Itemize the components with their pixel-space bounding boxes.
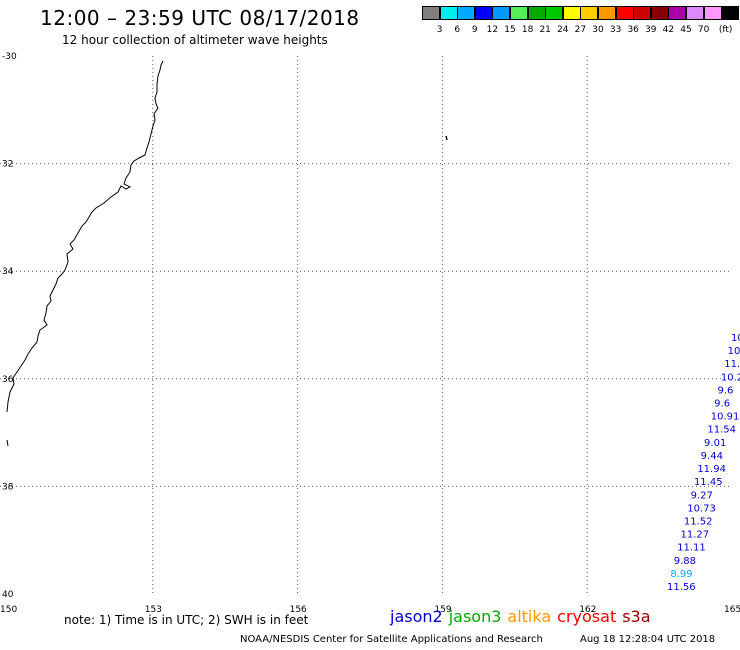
map-subtitle: 12 hour collection of altimeter wave hei… xyxy=(62,33,328,47)
legend-swatch xyxy=(650,6,669,20)
legend-swatch xyxy=(527,6,546,20)
satellite-legend: jason2 jason3 altika cryosat s3a xyxy=(390,607,657,626)
wave-height-label: 10.91 xyxy=(711,412,740,423)
legend-swatch xyxy=(615,6,634,20)
lat-tick-label: 40 xyxy=(2,590,14,600)
generation-timestamp: Aug 18 12:28:04 UTC 2018 xyxy=(580,634,716,645)
lat-tick-label: -30 xyxy=(2,52,17,62)
lat-tick-label: 36 xyxy=(2,375,14,385)
footer-note: note: 1) Time is in UTC; 2) SWH is in fe… xyxy=(64,613,309,627)
satellite-label-jason2: jason2 xyxy=(390,607,443,626)
wave-height-label: 11.11 xyxy=(677,543,706,554)
legend-swatch xyxy=(492,6,511,20)
wave-height-label: 9.6 xyxy=(714,399,730,410)
wave-height-label: 9.88 xyxy=(674,556,696,567)
legend-swatch xyxy=(703,6,722,20)
wave-height-label: 11.52 xyxy=(684,516,713,527)
legend-swatch xyxy=(721,6,740,20)
satellite-label-jason3: jason3 xyxy=(448,607,502,626)
legend-label: 15 xyxy=(504,25,516,35)
legend-swatch xyxy=(439,6,458,20)
legend-swatch xyxy=(686,6,704,20)
wave-height-label: 11.94 xyxy=(697,464,726,475)
legend-label: 39 xyxy=(645,25,657,35)
lon-tick-label: 159 xyxy=(434,605,451,615)
legend-label: 18 xyxy=(521,25,534,35)
wave-height-label: 9.27 xyxy=(691,490,713,501)
legend-label: 12 xyxy=(486,25,499,35)
legend-swatch xyxy=(668,6,687,20)
island-mark xyxy=(445,135,448,141)
wave-height-label: 9.44 xyxy=(701,451,723,462)
legend-label: 33 xyxy=(609,25,622,35)
wave-height-label: 10.2 xyxy=(721,372,740,383)
legend-swatch xyxy=(474,6,493,20)
wave-height-label: 10.73 xyxy=(687,503,716,514)
legend-swatch xyxy=(545,6,564,20)
legend-swatch xyxy=(598,6,616,20)
legend-label: 42 xyxy=(662,25,675,35)
wave-height-label: 10 xyxy=(731,333,740,344)
legend-label: 27 xyxy=(574,25,587,35)
satellite-label-altika: altika xyxy=(507,607,552,626)
wave-height-label: 11.56 xyxy=(667,582,696,593)
lat-tick-label: 34 xyxy=(2,267,14,277)
wave-height-label: 11. xyxy=(724,359,740,370)
legend-label: 45 xyxy=(680,25,692,35)
legend-swatch xyxy=(633,6,652,20)
legend-label: 30 xyxy=(592,25,604,35)
graticule-grid xyxy=(0,56,732,594)
wave-height-label: 11.54 xyxy=(707,425,736,436)
wave-height-label: 11.27 xyxy=(680,530,709,541)
lat-tick-label: 38 xyxy=(2,482,14,492)
lat-tick-label: 32 xyxy=(2,160,13,170)
legend-swatch xyxy=(510,6,528,20)
legend-label: 6 xyxy=(454,25,461,35)
legend-swatch xyxy=(580,6,599,20)
satellite-label-s3a: s3a xyxy=(622,607,651,626)
legend-label: 36 xyxy=(627,25,639,35)
wave-height-label: 9.6 xyxy=(718,385,734,396)
lon-tick-label: 150 xyxy=(0,605,17,615)
satellite-label-cryosat: cryosat xyxy=(557,607,617,626)
lon-tick-label: 162 xyxy=(579,605,596,615)
wave-height-label: 9.01 xyxy=(704,438,726,449)
legend-label: 3 xyxy=(436,25,443,35)
legend-label: 9 xyxy=(471,25,478,35)
axis-tick-labels: 150 153 156 159 162 165 -30 32 34 36 38 40 xyxy=(0,52,740,615)
coastline-fragment xyxy=(6,439,9,447)
legend-swatch xyxy=(562,6,581,20)
wave-height-label: 10 xyxy=(728,346,740,357)
lon-tick-label: 153 xyxy=(145,605,162,615)
legend-label: 21 xyxy=(539,25,551,35)
legend-unit: (ft) xyxy=(718,25,733,35)
credit-line: NOAA/NESDIS Center for Satellite Applica… xyxy=(240,634,543,645)
wave-height-observations: 10 10 11. 10.2 9.6 9.6 10.91 11.54 9.01 9.44 11.94… xyxy=(667,333,740,593)
lon-tick-label: 156 xyxy=(290,605,307,615)
legend-swatch xyxy=(422,6,440,20)
map-title: 12:00 – 23:59 UTC 08/17/2018 xyxy=(40,6,360,30)
coastline xyxy=(6,60,164,413)
wave-height-label: 11.45 xyxy=(694,477,723,488)
legend-swatch xyxy=(457,6,476,20)
legend-label: 70 xyxy=(697,25,710,35)
lon-tick-label: 165 xyxy=(724,605,740,615)
wave-height-label: 8.99 xyxy=(670,569,692,580)
legend-label: 24 xyxy=(557,25,569,35)
